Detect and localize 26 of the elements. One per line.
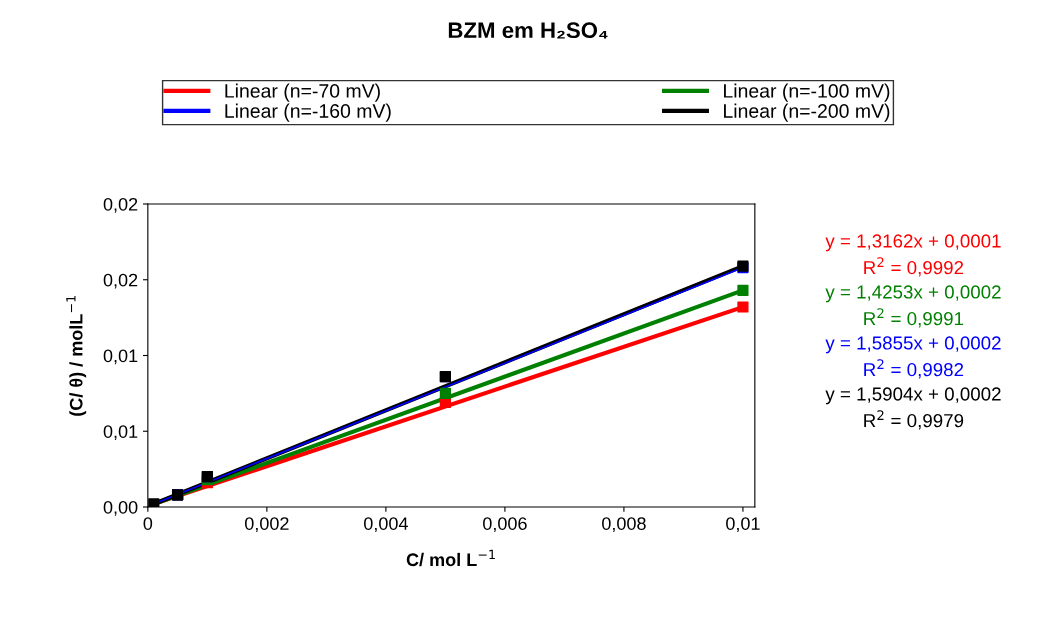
text: R$^{2}$ = 0,9992 (864, 257, 964, 277)
text: R$^{2}$ = 0,9991 (864, 308, 964, 328)
text: y = 1,4253x + 0,0002 (825, 285, 1001, 303)
y-tick-label: 0,02 (103, 197, 138, 213)
x-tick-label: 0,004 (364, 517, 408, 533)
text: y = 1,5855x + 0,0002 (825, 336, 1001, 354)
y-tick-label: 0,01 (103, 349, 138, 365)
y-tick-label: 0,02 (103, 273, 138, 289)
chart-title: BZM em H₂SO₄ (448, 22, 608, 39)
x-tick-label: 0,008 (602, 517, 646, 533)
x-axis-title: C/ mol L$^{−1}$ (406, 549, 495, 567)
x-tick-label: 0 (143, 517, 153, 530)
text: R$^{2}$ = 0,9979 (864, 410, 964, 430)
x-tick-label: 0,01 (726, 517, 760, 533)
y-tick-label: 0,00 (103, 500, 138, 516)
y-axis-title: (C/ θ) / molL$^{−1}$ (66, 296, 87, 416)
y-tick-label: 0,01 (103, 425, 138, 441)
legend-label: Linear (n=-70 mV) (225, 83, 380, 102)
x-tick-label: 0,006 (483, 517, 527, 533)
legend-label: Linear (n=-100 mV) (724, 83, 890, 102)
text: y = 1,5904x + 0,0002 (825, 387, 1001, 405)
text: y = 1,3162x + 0,0001 (825, 234, 1001, 252)
legend-label: Linear (n=-200 mV) (724, 103, 890, 122)
legend-label: Linear (n=-160 mV) (225, 103, 391, 122)
x-tick-label: 0,002 (244, 517, 289, 533)
text: R$^{2}$ = 0,9982 (864, 359, 964, 379)
